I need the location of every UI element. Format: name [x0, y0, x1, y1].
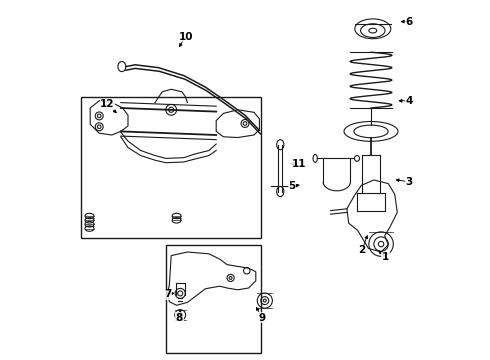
Text: 7: 7 — [164, 289, 171, 300]
Text: 10: 10 — [178, 32, 193, 42]
Text: 2: 2 — [358, 245, 366, 255]
Text: 8: 8 — [176, 312, 183, 323]
Bar — [81, 97, 261, 238]
Bar — [166, 245, 261, 353]
Text: 3: 3 — [405, 177, 413, 187]
Text: 1: 1 — [382, 252, 389, 262]
Text: 11: 11 — [292, 159, 306, 169]
Text: 12: 12 — [100, 99, 115, 109]
Text: 4: 4 — [405, 96, 413, 106]
Text: 9: 9 — [258, 312, 266, 323]
Text: 5: 5 — [288, 181, 295, 192]
Text: 6: 6 — [405, 17, 413, 27]
